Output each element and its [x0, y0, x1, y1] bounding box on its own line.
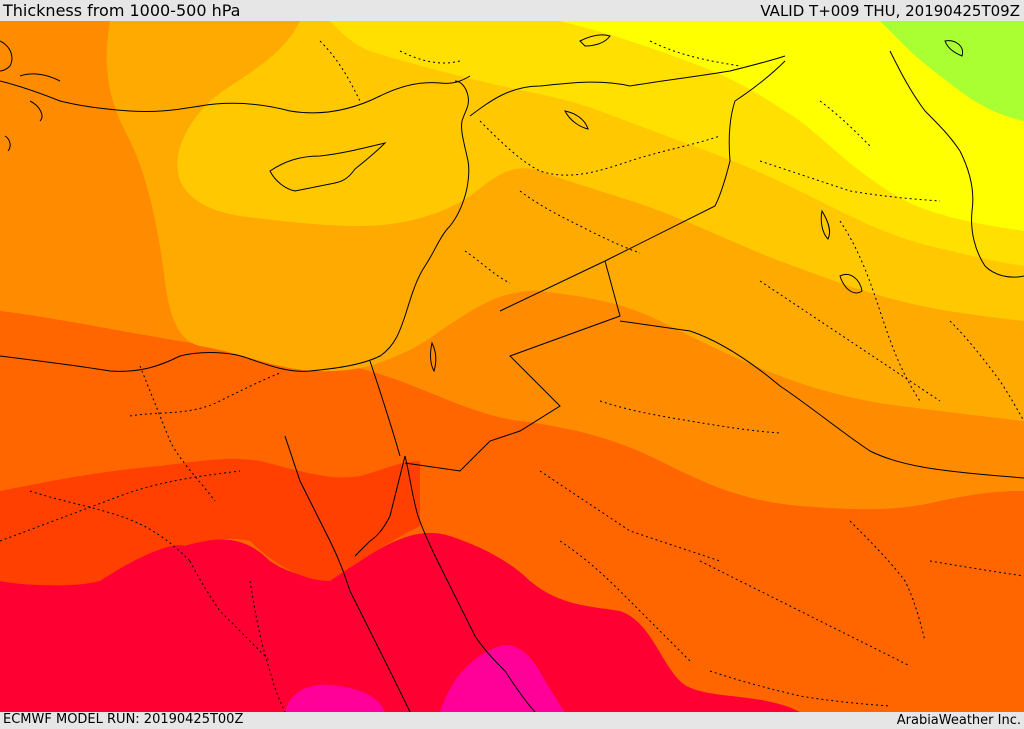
- coastline-anatolia: [0, 75, 471, 114]
- dead-sea: [430, 341, 437, 373]
- thickness-map: [0, 21, 1024, 712]
- border-turkey-syria: [469, 55, 786, 117]
- coastline-persian-gulf: [959, 150, 1024, 278]
- band-10-b: [440, 645, 565, 712]
- coastline-mediterranean: [0, 80, 470, 372]
- border-iraq-saudi: [619, 320, 1024, 479]
- internal-boundaries: [0, 40, 1024, 712]
- lake-iraq-2: [839, 274, 863, 294]
- band-10-a: [285, 684, 385, 712]
- lake-assad: [564, 110, 589, 130]
- model-run: ECMWF MODEL RUN: 20190425T00Z: [3, 712, 244, 727]
- credit: ArabiaWeather Inc.: [896, 713, 1021, 728]
- band-9: [0, 532, 800, 712]
- coastline-red-sea-west: [284, 435, 411, 712]
- lake-van: [579, 34, 611, 47]
- map-canvas: [0, 21, 1024, 712]
- lake-urmia: [944, 40, 964, 57]
- band-1: [880, 21, 1024, 121]
- border-egypt-israel: [369, 360, 401, 457]
- coastline-red-sea-east: [354, 455, 536, 712]
- map-title: Thickness from 1000-500 hPa: [3, 1, 241, 20]
- footer-bar: ECMWF MODEL RUN: 20190425T00Z ArabiaWeat…: [0, 712, 1024, 729]
- band-7: [0, 311, 1024, 712]
- header-bar: Thickness from 1000-500 hPa VALID T+009 …: [0, 0, 1024, 21]
- border-iran-iraq: [889, 50, 961, 152]
- lake-iraq-1: [820, 209, 831, 240]
- border-syria-iraq: [499, 60, 786, 312]
- coastline-cyprus: [269, 142, 387, 192]
- valid-time: VALID T+009 THU, 20190425T09Z: [760, 2, 1020, 20]
- band-2: [560, 21, 1024, 231]
- band-8-strip: [0, 458, 420, 586]
- coastline-aegean: [0, 40, 61, 152]
- border-jordan-saudi: [404, 260, 621, 472]
